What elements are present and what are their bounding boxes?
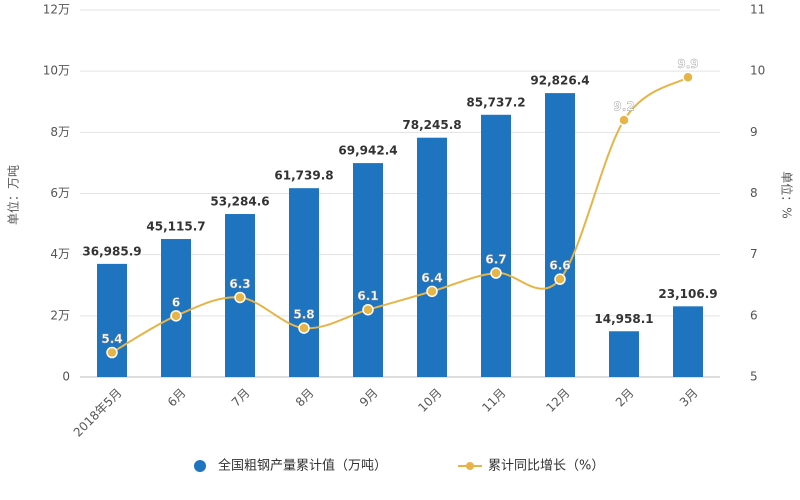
y2-tick-label: 8 [750,186,758,200]
x-tick-label: 12月 [543,386,572,415]
line-point [106,346,118,359]
legend-label: 全国粗钢产量累计值（万吨） [218,458,387,474]
line-point [426,285,438,298]
line-point [170,310,182,322]
y-tick-label: 4万 [50,247,70,261]
line-value-label: 9.9 [677,57,698,71]
y2-tick-label: 6 [750,308,758,322]
x-tick-label: 2018年5月 [71,386,125,440]
bar-value-label: 45,115.7 [146,220,205,234]
bar [289,188,319,377]
line-point [618,114,630,126]
line-value-label: 5.8 [293,308,314,322]
bar-value-label: 92,826.4 [530,74,589,88]
line [111,76,689,354]
y-axis-label: 单位：万吨 [6,165,21,225]
line-value-label: 6.3 [229,277,250,291]
x-tick-label: 7月 [229,386,253,410]
bar [609,331,639,377]
y2-tick-label: 9 [750,125,758,139]
y-tick-label: 2万 [50,308,70,322]
line-point [682,71,694,84]
y-tick-label: 12万 [43,3,70,17]
y2-tick-label: 7 [750,247,758,261]
line-point [554,273,566,285]
y2-tick-label: 11 [750,3,765,17]
bar-value-label: 23,106.9 [658,287,717,301]
bar [417,137,447,377]
line-point [362,303,374,316]
x-tick-label: 3月 [677,386,701,410]
y-tick-label: 6万 [50,186,70,200]
legend-marker [466,462,474,470]
bar-value-label: 85,737.2 [466,95,525,109]
legend-label: 累计同比增长（%） [488,459,604,474]
line-value-label: 6.7 [485,253,506,267]
line-point [298,322,310,334]
x-tick-label: 6月 [165,386,189,410]
y-tick-label: 8万 [50,125,70,139]
x-tick-label: 11月 [479,386,508,415]
line-value-label: 5.4 [101,332,122,346]
legend-marker [194,460,206,472]
y2-tick-label: 10 [750,64,765,78]
line-value-label: 6.4 [421,271,442,285]
line-point [490,267,502,279]
bar-value-label: 69,942.4 [338,144,397,158]
bar [481,114,511,378]
y2-axis-label: 单位：% [780,171,795,218]
line-point [234,291,246,304]
y2-tick-label: 5 [750,370,758,384]
x-tick-label: 2月 [613,386,637,410]
x-tick-label: 8月 [293,386,317,410]
bar [353,163,383,377]
x-tick-label: 9月 [357,386,381,410]
bar-value-label: 36,985.9 [82,244,141,258]
bar [161,239,191,377]
y-tick-label: 10万 [43,64,70,78]
bar [545,93,575,377]
bar-value-label: 61,739.8 [274,169,333,183]
bar [97,263,127,377]
x-tick-label: 10月 [415,386,444,415]
bar-value-label: 78,245.8 [402,118,461,132]
bar-value-label: 53,284.6 [210,195,269,209]
line-value-label: 6.1 [357,289,378,303]
line-value-label: 6 [172,295,180,309]
bar [673,306,703,377]
line-value-label: 9.2 [613,100,634,114]
line-value-label: 6.6 [549,259,570,273]
bar-value-label: 14,958.1 [594,312,653,326]
y-tick-label: 0 [62,370,70,384]
